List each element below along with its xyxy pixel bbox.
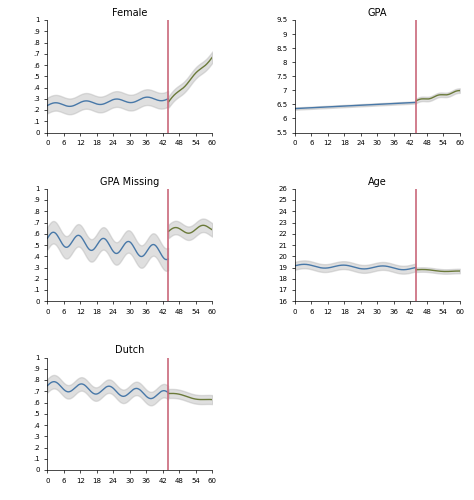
Title: Female: Female — [112, 8, 147, 18]
Title: GPA: GPA — [367, 8, 387, 18]
Title: Age: Age — [368, 176, 387, 186]
Title: GPA Missing: GPA Missing — [100, 176, 159, 186]
Title: Dutch: Dutch — [115, 346, 145, 356]
